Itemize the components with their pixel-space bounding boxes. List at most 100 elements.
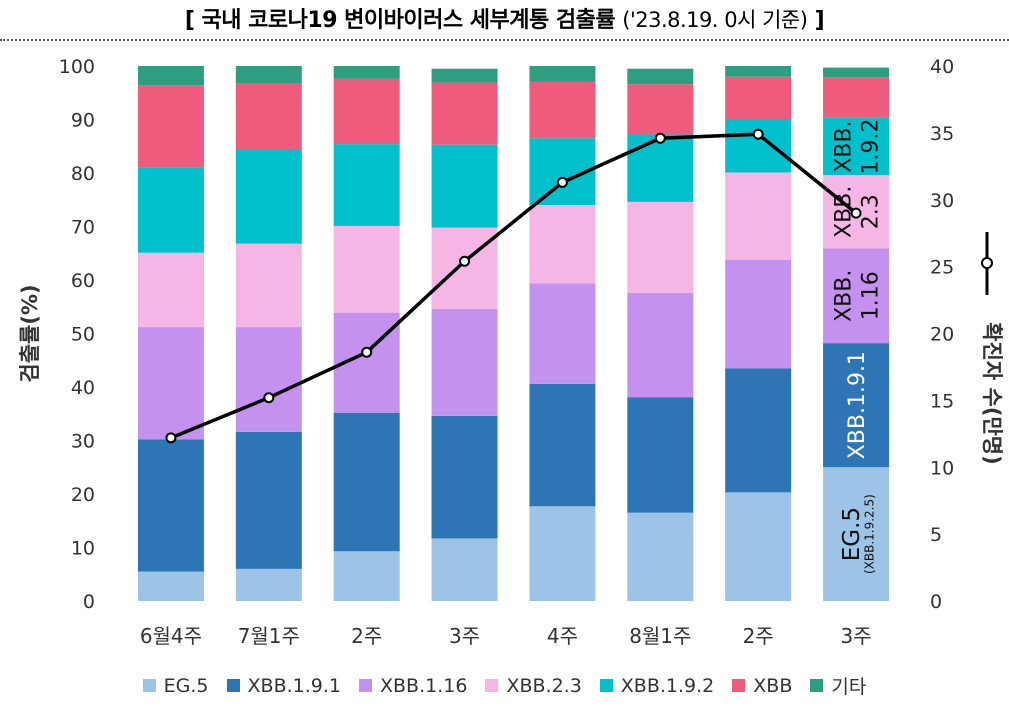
bar-data-label: XBB. [831,270,856,322]
y2-tick-label: 15 [930,390,954,412]
bar-segment-xbb-1-9-1 [823,343,890,468]
y2-tick-label: 25 [930,257,954,279]
bar-segment-xbb [627,84,694,135]
bar-segment- [235,66,302,84]
x-tick-label: 7월1주 [238,624,300,648]
bar-segment-eg-5 [333,551,400,601]
title-divider [0,39,1009,41]
legend-item: 기타 [810,672,866,699]
bar-segment-xbb [137,85,204,168]
bar-segment-xbb-2-3 [235,243,302,328]
bar-data-label: XBB.1.9.1 [845,351,870,459]
confirmed-cases-point [361,346,373,358]
legend: EG.5 XBB.1.9.1 XBB.1.16 XBB.2.3 XBB.1.9.2 XBB… [0,672,1009,699]
bar-segment-xbb-1-9-2 [431,144,498,228]
bar-segment-xbb-2-3 [333,225,400,313]
legend-label: XBB.1.16 [380,674,468,697]
confirmed-cases-point [850,207,862,219]
y-tick-label: 70 [71,217,95,239]
y2-tick-label: 40 [930,56,954,78]
bar-data-label: 2.3 [858,194,883,229]
y-tick-label: 100 [59,56,95,78]
bar-segment- [137,66,204,86]
legend-item: XBB [732,675,792,697]
bar-segment-xbb-1-16 [235,327,302,432]
title-date: ('23.8.19. 0시 기준) [622,8,808,32]
bar-segment- [627,68,694,85]
y-tick-label: 50 [71,324,95,346]
confirmed-cases-point [556,176,568,188]
legend-label: XBB.1.9.2 [620,674,715,697]
confirmed-cases-point [165,432,177,444]
legend-swatch [485,679,499,692]
title-close-bracket: ] [814,8,825,33]
bar-segment-xbb-1-9-1 [725,368,792,493]
bar-segment-xbb [725,76,792,120]
legend-swatch [359,679,372,692]
y2-tick-label: 20 [930,324,954,346]
bar-segment- [725,66,792,77]
confirmed-cases-point [459,255,471,267]
bar-segment-xbb-1-9-2 [725,119,792,173]
legend-label: EG.5 [163,674,209,697]
confirmed-cases-point [654,132,666,144]
bar-segment-xbb-1-9-1 [333,412,400,552]
bar-segment-xbb-2-3 [137,252,204,328]
legend-label: XBB.2.3 [506,674,582,697]
bar-data-label: 1.9.2 [858,119,883,175]
x-tick-label: 8월1주 [629,624,691,648]
legend-item: XBB.1.9.1 [226,675,341,697]
bar-segment-eg-5 [431,538,498,601]
bar-segment-xbb-1-9-1 [431,415,498,539]
legend-label: XBB [753,674,793,697]
bar-segment-xbb-1-16 [823,248,890,344]
bar-segment-xbb-1-16 [529,283,596,384]
bar-segment-xbb-1-16 [725,259,792,369]
bar-segment-xbb-1-9-2 [627,134,694,202]
legend-swatch [226,679,240,692]
bar-segment-xbb-2-3 [627,201,694,293]
legend-swatch [599,679,613,692]
bar-segment-xbb-2-3 [431,227,498,309]
y-tick-label: 60 [71,270,95,292]
bar-segment-xbb-1-9-2 [823,117,890,176]
bar-segment-xbb [431,82,498,145]
bar-segment-xbb [823,77,890,118]
bar-segment-xbb-2-3 [529,205,596,284]
legend-label: 기타 [831,676,867,698]
title-main: [ 국내 코로나19 변이바이러스 세부계통 검출률 [184,8,616,33]
bar-segment-eg-5 [137,571,204,601]
y2-axis-title: 확진자 수(만명) [980,322,1004,464]
y-tick-label: 80 [71,163,95,185]
legend-item: XBB.1.9.2 [599,674,715,697]
legend-swatch [142,679,156,692]
bar-segment-xbb [235,83,302,150]
legend-item: XBB.2.3 [485,674,582,697]
bar-segment-eg-5 [823,467,890,601]
bar-segment-eg-5 [235,568,302,601]
y-tick-label: 10 [71,538,95,560]
bar-data-label: 1.16 [858,271,883,320]
bar-segment-eg-5 [725,492,792,601]
chart-title: [ 국내 코로나19 변이바이러스 세부계통 검출률 ('23.8.19. 0시… [0,2,1009,34]
y-tick-label: 40 [71,377,95,399]
legend-swatch [732,679,746,692]
y-tick-label: 20 [71,484,95,506]
y-tick-label: 0 [83,591,95,613]
y2-tick-label: 35 [930,123,954,145]
x-tick-label: 2주 [743,624,774,648]
legend-item: EG.5 [142,674,209,697]
x-tick-label: 3주 [449,624,480,648]
bar-segment-xbb-1-16 [137,327,204,440]
legend-swatch [810,679,824,692]
bar-segment-xbb-1-16 [627,292,694,398]
bar-segment- [431,68,498,83]
bar-segment-xbb [529,81,596,139]
y2-tick-label: 0 [930,591,942,613]
y2-legend-marker [981,257,993,269]
bar-segment-xbb-1-9-2 [235,149,302,244]
bar-segment-eg-5 [529,506,596,601]
y2-tick-label: 10 [930,457,954,479]
x-tick-label: 4주 [547,624,578,648]
